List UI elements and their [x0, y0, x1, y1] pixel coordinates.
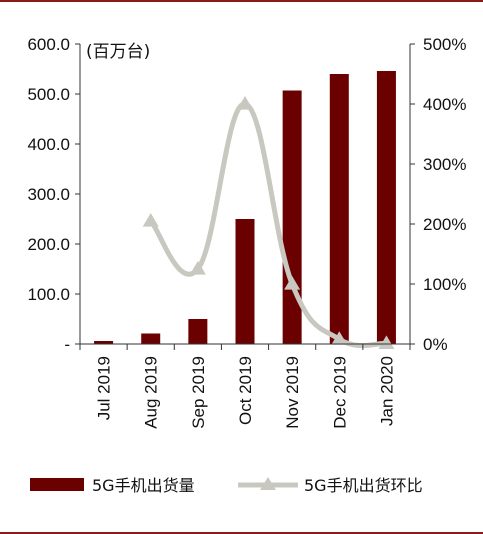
legend-line-marker	[260, 477, 276, 490]
line-series	[142, 96, 395, 349]
axes	[75, 43, 415, 350]
category-label: Aug 2019	[142, 356, 161, 429]
left-tick-label: 200.0	[27, 235, 70, 254]
legend-bar-swatch	[30, 478, 84, 491]
bar-7	[376, 71, 396, 344]
category-label: Sep 2019	[189, 356, 208, 429]
category-label: Dec 2019	[330, 356, 349, 429]
line-path	[148, 101, 389, 349]
right-tick-label: 100%	[423, 275, 466, 294]
unit-label: (百万台)	[86, 42, 150, 62]
right-tick-label: 300%	[423, 155, 466, 174]
legend-bar-label: 5G手机出货量	[92, 476, 195, 495]
bar-5	[282, 90, 302, 344]
right-tick-label: 200%	[423, 215, 466, 234]
category-label: Jan 2020	[377, 356, 396, 426]
line-marker	[331, 331, 348, 345]
line-marker	[189, 261, 206, 275]
left-tick-label: 400.0	[27, 135, 70, 154]
bar-series	[94, 71, 396, 344]
bar-4	[235, 219, 255, 344]
left-tick-label: 300.0	[27, 185, 70, 204]
line-marker	[237, 96, 253, 110]
category-label: Jul 2019	[95, 356, 114, 420]
left-tick-label: -	[64, 335, 70, 354]
category-labels: Jul 2019 Aug 2019 Sep 2019 Oct 2019 Nov 2019…	[95, 356, 397, 429]
left-tick-label: 600.0	[27, 35, 70, 54]
right-axis-ticks: 0% 100% 200% 300% 400% 500%	[423, 35, 466, 354]
bar-3	[188, 319, 208, 344]
line-marker	[284, 276, 301, 290]
bar-2	[141, 333, 161, 344]
bar-1	[94, 341, 114, 344]
line-marker	[142, 213, 159, 227]
legend: 5G手机出货量 5G手机出货环比	[30, 476, 423, 495]
category-label: Nov 2019	[283, 356, 302, 429]
left-axis-ticks: - 100.0 200.0 300.0 400.0 500.0 600.0	[27, 35, 70, 354]
right-tick-label: 400%	[423, 95, 466, 114]
category-label: Oct 2019	[236, 356, 255, 425]
right-tick-label: 0%	[423, 335, 448, 354]
line-marker	[378, 335, 395, 349]
left-tick-label: 100.0	[27, 285, 70, 304]
legend-line-label: 5G手机出货环比	[304, 476, 423, 495]
left-tick-label: 500.0	[27, 85, 70, 104]
right-tick-label: 500%	[423, 35, 466, 54]
bar-6	[329, 74, 349, 344]
